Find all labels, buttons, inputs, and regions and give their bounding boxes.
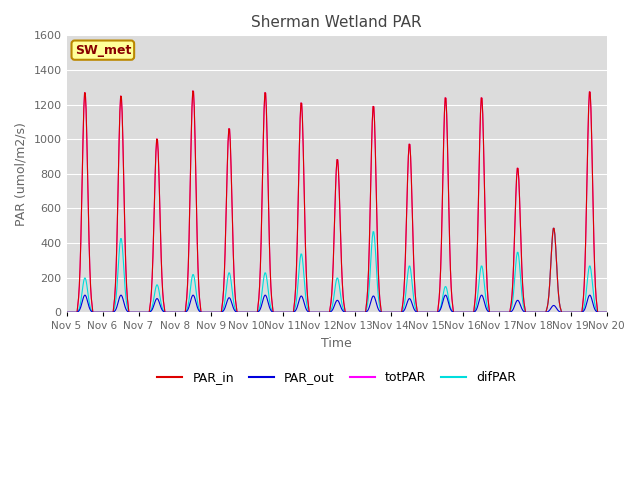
X-axis label: Time: Time [321, 337, 352, 350]
Text: SW_met: SW_met [75, 44, 131, 57]
Legend: PAR_in, PAR_out, totPAR, difPAR: PAR_in, PAR_out, totPAR, difPAR [152, 366, 521, 389]
Title: Sherman Wetland PAR: Sherman Wetland PAR [252, 15, 422, 30]
Y-axis label: PAR (umol/m2/s): PAR (umol/m2/s) [15, 122, 28, 226]
